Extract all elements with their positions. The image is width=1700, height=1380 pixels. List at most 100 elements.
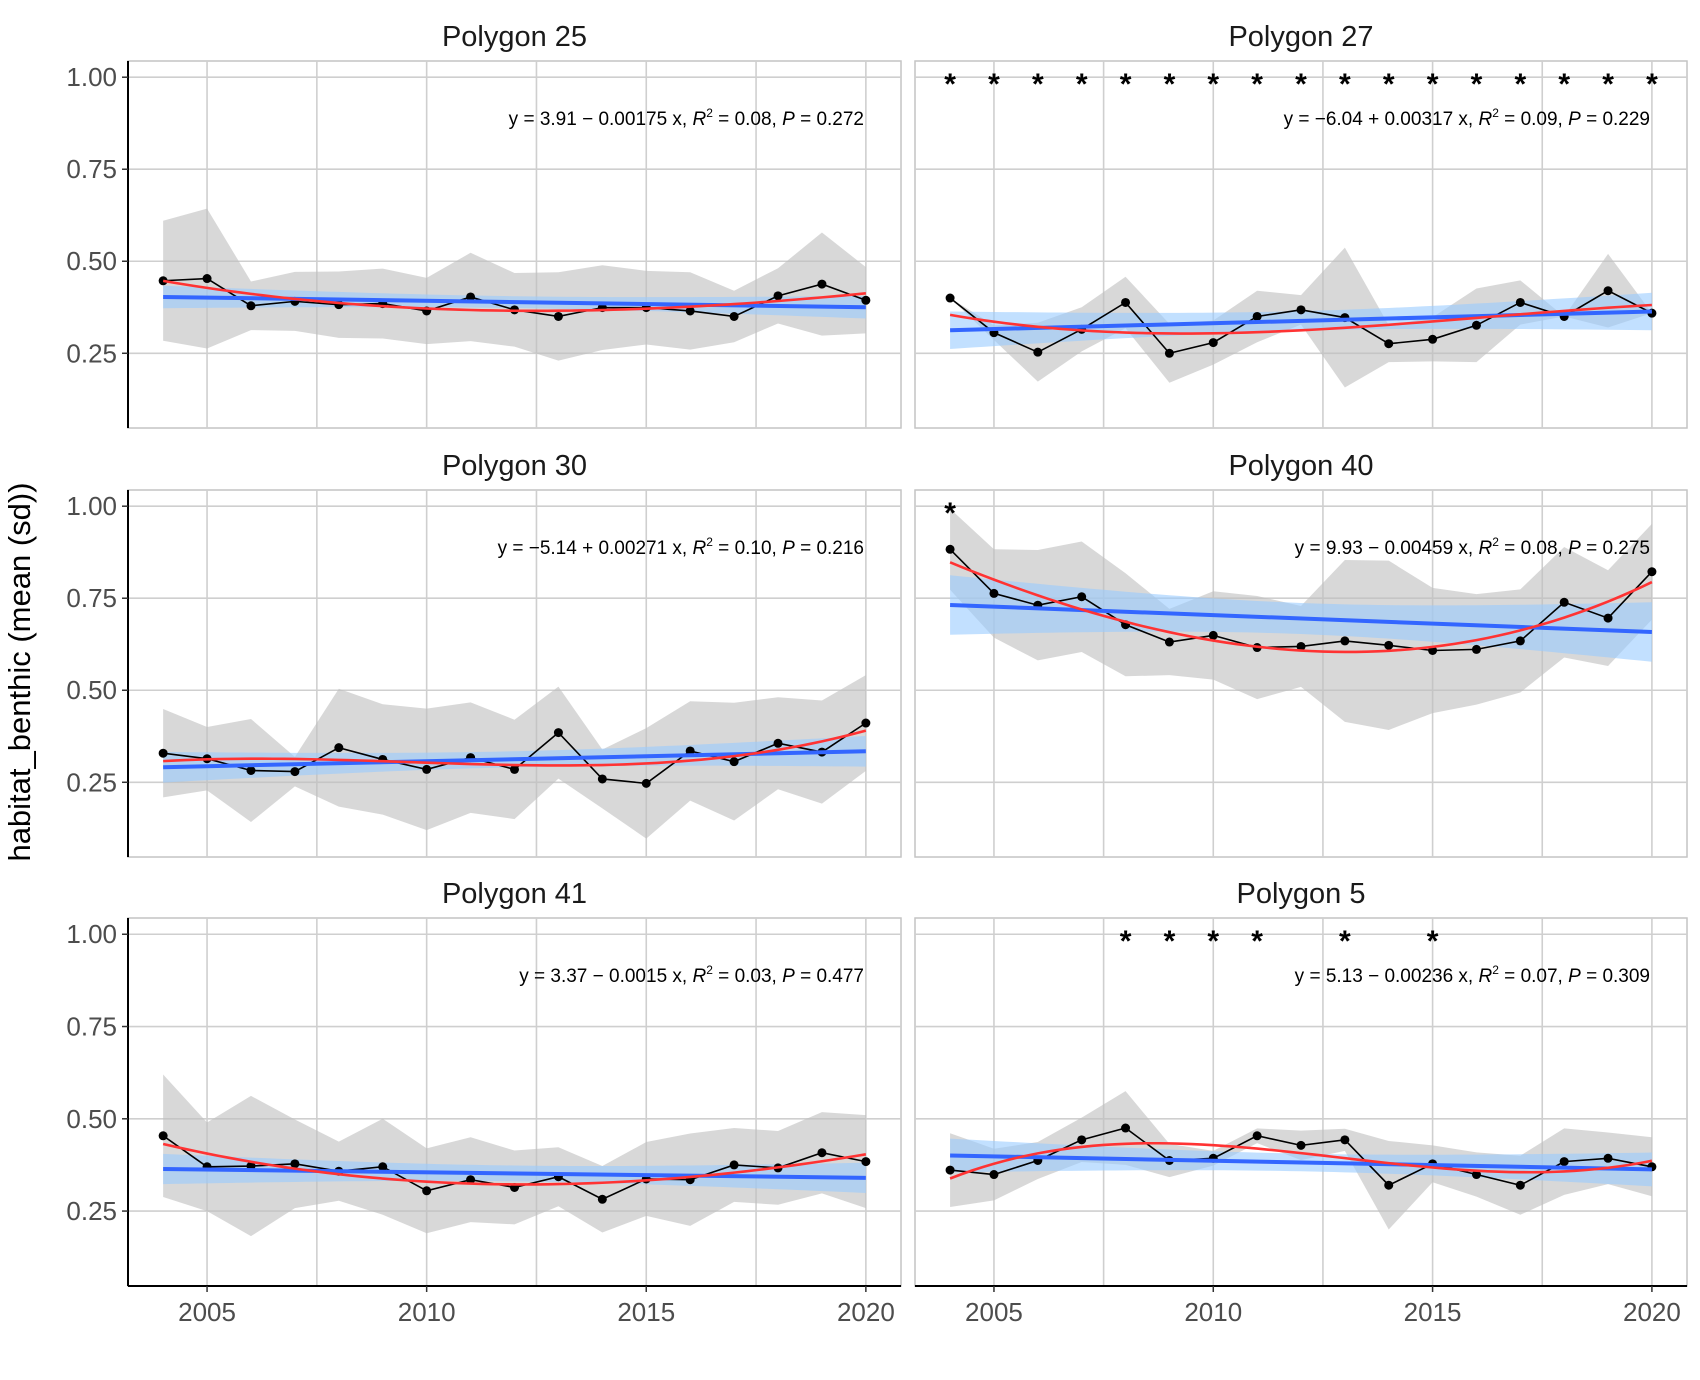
- r2-superscript: 2: [706, 106, 713, 120]
- x-tick-label: 2010: [1184, 1297, 1242, 1327]
- data-point: [1033, 347, 1043, 357]
- smooth-curve: [949, 1141, 1653, 1180]
- data-point: [466, 1175, 476, 1185]
- p-label: P: [782, 538, 795, 559]
- data-point: [1121, 1123, 1131, 1133]
- x-tick-label: 2015: [1404, 1297, 1462, 1327]
- significance-star: *: [944, 68, 956, 101]
- significance-star: *: [1514, 68, 1526, 101]
- data-point: [1603, 286, 1613, 296]
- linear-fit-line: [163, 1166, 866, 1180]
- y-axis-label: habitat_benthic (mean (sd)): [2, 482, 37, 861]
- r2-superscript: 2: [1492, 106, 1499, 120]
- panel-title: Polygon 30: [442, 450, 587, 482]
- data-point: [861, 1157, 871, 1167]
- data-point: [773, 291, 783, 301]
- r2-superscript: 2: [706, 535, 713, 549]
- panel-polygon-40: * Polygon 40 y = 9.93 − 0.00459 x, R2 = 0.…: [914, 450, 1688, 858]
- significance-star: *: [1120, 68, 1132, 101]
- p-value: 0.229: [1602, 109, 1650, 130]
- data-point: [989, 1170, 999, 1180]
- data-point: [246, 301, 256, 311]
- r2-label: R: [1478, 538, 1492, 559]
- panel-border: [914, 917, 1688, 1287]
- regression-annotation: y = 9.93 − 0.00459 x, R2 = 0.08, P = 0.2…: [1295, 535, 1650, 559]
- data-point: [158, 1131, 168, 1141]
- equation: y = −6.04 + 0.00317 x: [1284, 109, 1469, 130]
- p-value: 0.309: [1602, 966, 1650, 987]
- r2-value: 0.08: [1521, 538, 1558, 559]
- significance-star: *: [1427, 925, 1439, 958]
- data-point: [1121, 297, 1131, 307]
- r2-value: 0.07: [1521, 966, 1558, 987]
- regression-annotation: y = −6.04 + 0.00317 x, R2 = 0.09, P = 0.…: [1284, 106, 1650, 130]
- data-point: [1559, 597, 1569, 607]
- data-point: [553, 728, 563, 738]
- x-tick-label: 2005: [965, 1297, 1023, 1327]
- p-label: P: [1568, 966, 1581, 987]
- data-point: [1296, 305, 1306, 315]
- data-point: [1208, 338, 1218, 348]
- data-point: [202, 274, 212, 284]
- y-tick-label: 0.75: [66, 1012, 117, 1042]
- r2-value: 0.03: [735, 966, 772, 987]
- equals: =: [1499, 966, 1521, 987]
- p-label: P: [1568, 538, 1581, 559]
- equals: =: [713, 109, 735, 130]
- significance-star: *: [988, 68, 1000, 101]
- linear-fit-line: [950, 1153, 1652, 1172]
- data-point: [861, 295, 871, 305]
- equals: =: [795, 109, 817, 130]
- data-point: [1296, 641, 1306, 651]
- data-point: [158, 276, 168, 286]
- significance-star: *: [1383, 68, 1395, 101]
- data-point: [989, 588, 999, 598]
- x-tick-label: 2020: [837, 1297, 895, 1327]
- data-point: [1296, 1140, 1306, 1150]
- data-point: [1471, 320, 1481, 330]
- data-point: [773, 738, 783, 748]
- data-point: [861, 718, 871, 728]
- data-point: [1252, 1131, 1262, 1141]
- regression-annotation: y = 3.91 − 0.00175 x, R2 = 0.08, P = 0.2…: [509, 106, 864, 130]
- smooth-curve: [949, 303, 1652, 335]
- y-tick-label: 0.50: [66, 1104, 117, 1134]
- significance-star: *: [1602, 68, 1614, 101]
- separator: ,: [1468, 966, 1479, 987]
- smooth-curve: [949, 561, 1653, 654]
- data-point: [1559, 1157, 1569, 1167]
- p-label: P: [782, 109, 795, 130]
- equals: =: [795, 538, 817, 559]
- data-point: [1471, 1170, 1481, 1180]
- panel-title: Polygon 40: [1228, 450, 1373, 482]
- separator: ,: [1558, 966, 1569, 987]
- r2-label: R: [1478, 109, 1492, 130]
- data-point: [1164, 637, 1174, 647]
- r2-superscript: 2: [706, 963, 713, 977]
- equals: =: [1581, 538, 1603, 559]
- data-point: [945, 544, 955, 554]
- data-point: [466, 292, 476, 302]
- data-point: [685, 306, 695, 316]
- equation: y = 9.93 − 0.00459 x: [1295, 538, 1469, 559]
- y-tick-label: 0.25: [66, 1196, 117, 1226]
- data-point: [422, 1186, 432, 1196]
- p-label: P: [1568, 109, 1581, 130]
- panel-polygon-25: Polygon 25 y = 3.91 − 0.00175 x, R2 = 0.0…: [66, 21, 902, 429]
- significance-star: *: [1646, 68, 1658, 101]
- y-tick-label: 0.25: [66, 338, 117, 368]
- data-point: [729, 311, 739, 321]
- significance-star: *: [944, 497, 956, 530]
- p-value: 0.275: [1602, 538, 1650, 559]
- regression-annotation: y = −5.14 + 0.00271 x, R2 = 0.10, P = 0.…: [498, 535, 864, 559]
- significance-star: *: [1120, 925, 1132, 958]
- significance-star: *: [1207, 68, 1219, 101]
- x-tick-label: 2020: [1623, 1297, 1681, 1327]
- r2-label: R: [1478, 966, 1492, 987]
- y-tick-label: 0.75: [66, 154, 117, 184]
- panel-title: Polygon 25: [442, 21, 587, 53]
- significance-star: *: [1032, 68, 1044, 101]
- separator: ,: [1558, 538, 1569, 559]
- significance-star: *: [1164, 68, 1176, 101]
